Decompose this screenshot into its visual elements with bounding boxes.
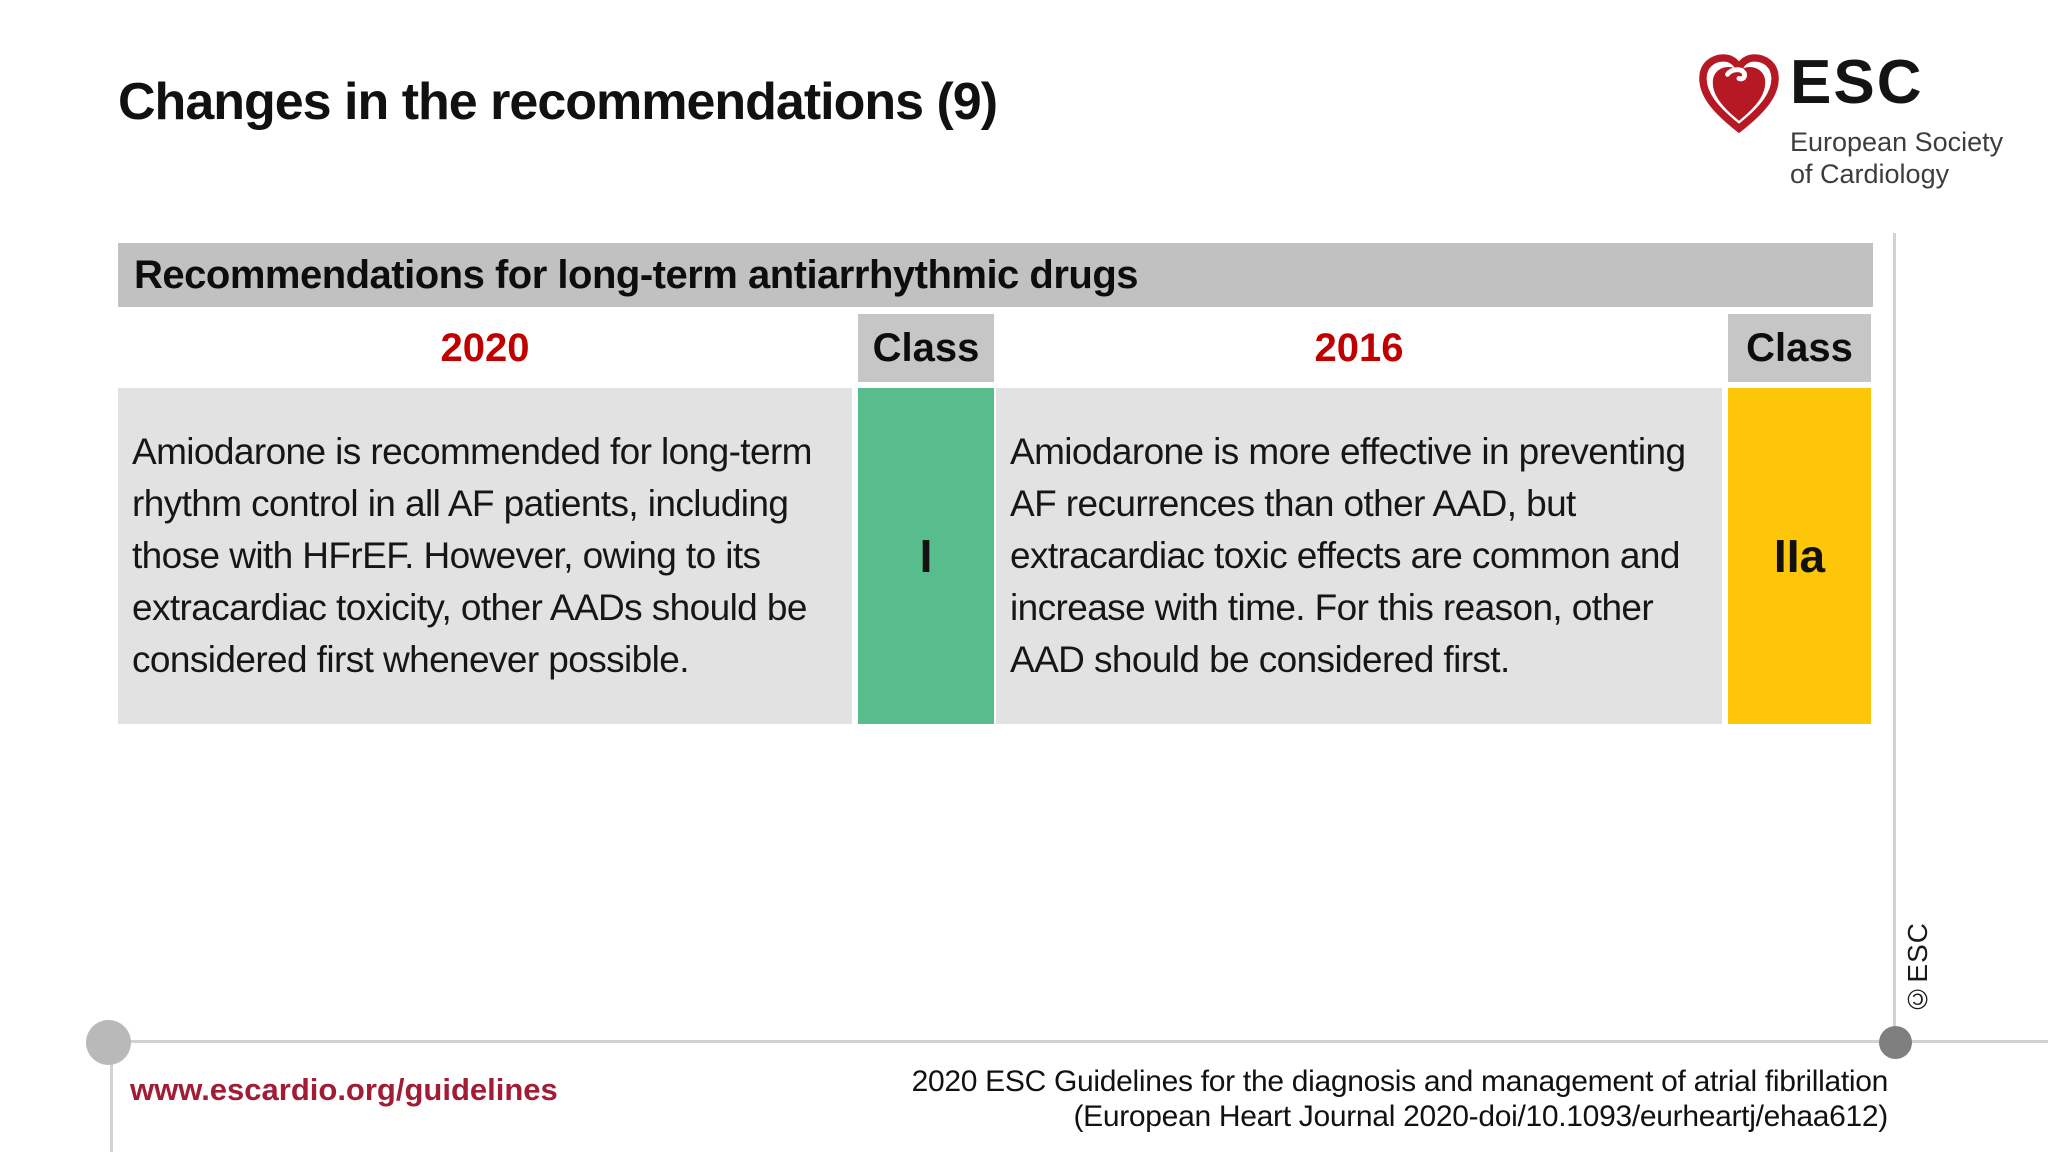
recommendation-2016-cell: Amiodarone is more effective in preventi… (996, 388, 1722, 724)
guidelines-url-link[interactable]: www.escardio.org/guidelines (130, 1072, 558, 1107)
esc-logo-subtitle-line2: of Cardiology (1790, 159, 1950, 189)
esc-logo-subtitle: European Society of Cardiology (1790, 126, 2003, 190)
citation: 2020 ESC Guidelines for the diagnosis an… (911, 1064, 1889, 1134)
recommendation-2020-text: Amiodarone is recommended for long-term … (132, 431, 813, 680)
esc-logo-subtitle-line1: European Society (1790, 127, 2004, 157)
recommendation-2020-cell: Amiodarone is recommended for long-term … (118, 388, 852, 724)
esc-logo-acronym: ESC (1790, 48, 1924, 117)
page-title: Changes in the recommendations (9) (118, 73, 998, 131)
esc-logo: ESC European Society of Cardiology (1698, 50, 2028, 200)
footer-right-dot (1879, 1026, 1912, 1059)
citation-line-2: (European Heart Journal 2020-doi/10.1093… (1073, 1100, 1888, 1133)
column-header-2016: 2016 (996, 314, 1722, 382)
left-vertical-rule (110, 1044, 113, 1152)
esc-heart-icon (1699, 54, 1779, 134)
column-header-2020: 2020 (118, 314, 852, 382)
recommendations-table: Recommendations for long-term antiarrhyt… (118, 243, 1873, 724)
citation-line-1: 2020 ESC Guidelines for the diagnosis an… (911, 1065, 1889, 1098)
footer-horizontal-rule (106, 1040, 2048, 1043)
recommendation-2016-text: Amiodarone is more effective in preventi… (1010, 431, 1686, 680)
class-badge-2016: IIa (1728, 388, 1871, 724)
table-grid: 2020 Class 2016 Class Amiodarone is reco… (118, 314, 1873, 724)
column-header-class-2016: Class (1728, 314, 1871, 382)
class-badge-2020: I (858, 388, 994, 724)
esc-copyright-vertical: ©ESC (1902, 922, 1933, 1015)
right-vertical-rule (1893, 233, 1896, 1042)
footer-left-dot (86, 1020, 131, 1065)
column-header-class-2020: Class (858, 314, 994, 382)
table-caption: Recommendations for long-term antiarrhyt… (118, 243, 1873, 307)
